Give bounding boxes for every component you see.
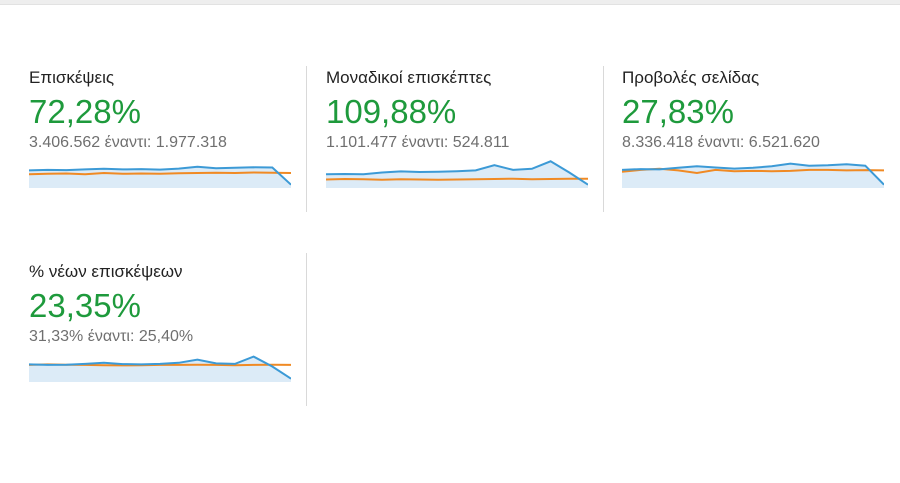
sparkline-compare-line [326,177,588,181]
metric-compare-text: 8.336.418 έναντι: 6.521.620 [622,134,820,151]
sparkline-area [326,161,588,188]
card-divider [306,253,307,406]
metric-card-new-visits-percent[interactable]: % νέων επισκέψεων 23,35% 31,33% έναντι: … [29,262,304,382]
sparkline-current-line [29,355,291,380]
sparkline-chart [29,165,291,188]
sparkline-current-line [29,165,291,186]
metric-title: Προβολές σελίδας [622,68,760,87]
metric-title: % νέων επισκέψεων [29,262,183,281]
metric-change-value: 72,28% [29,93,141,130]
sparkline-area [29,356,291,382]
sparkline-chart [622,162,884,188]
metric-compare-text: 31,33% έναντι: 25,40% [29,328,194,345]
sparkline-chart [29,355,291,382]
metric-compare-text: 1.101.477 έναντι: 524.811 [326,134,510,151]
metric-change-value: 27,83% [622,93,734,130]
sparkline-current-line [326,160,588,186]
metric-card-pageviews[interactable]: Προβολές σελίδας 27,83% 8.336.418 έναντι… [622,68,897,188]
metric-compare-text: 3.406.562 έναντι: 1.977.318 [29,134,227,151]
metric-change-value: 23,35% [29,287,141,324]
sparkline-compare-line [29,171,291,176]
sparkline-current-line [622,162,884,186]
metric-title: Μοναδικοί επισκέπτες [326,68,492,87]
metric-change-value: 109,88% [326,93,457,130]
card-divider [306,66,307,212]
card-divider [603,66,604,212]
metric-card-visits[interactable]: Επισκέψεις 72,28% 3.406.562 έναντι: 1.97… [29,68,304,188]
metric-card-unique-visitors[interactable]: Μοναδικοί επισκέπτες 109,88% 1.101.477 έ… [326,68,601,188]
metric-title: Επισκέψεις [29,68,115,87]
sparkline-chart [326,160,588,188]
top-toolbar-strip [0,0,900,5]
